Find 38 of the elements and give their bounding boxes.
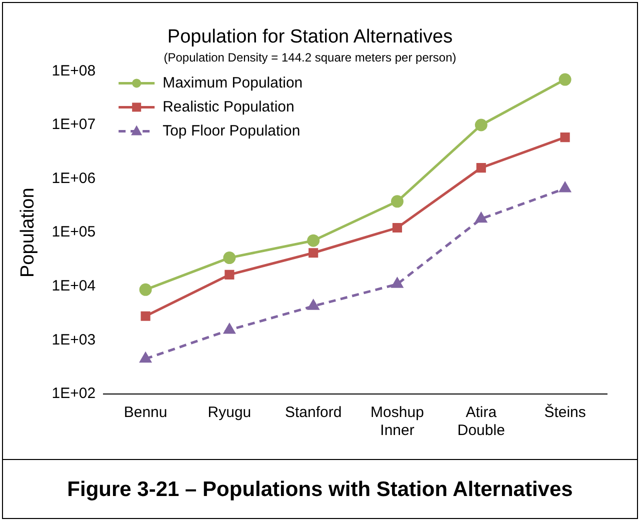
- y-axis-title: Population: [18, 188, 39, 278]
- legend-label: Top Floor Population: [162, 122, 300, 140]
- x-tick-label: Bennu: [124, 404, 168, 422]
- point: [223, 252, 236, 264]
- point: [308, 300, 319, 310]
- point: [560, 132, 570, 142]
- point: [308, 248, 318, 258]
- legend-label: Maximum Population: [162, 74, 303, 92]
- point: [140, 352, 152, 363]
- y-tick-label: 1E+04: [52, 278, 96, 295]
- legend-label: Realistic Population: [162, 98, 294, 116]
- y-tick-label: 1E+03: [52, 331, 96, 348]
- y-tick-label: 1E+05: [52, 224, 96, 241]
- point: [559, 182, 571, 192]
- caption: Figure 3-21 – Populations with Station Alternatives: [3, 459, 637, 519]
- point: [139, 283, 152, 296]
- y-tick-label: 1E+07: [52, 116, 96, 134]
- point: [307, 234, 320, 247]
- x-tick-label: Moshup Inner: [370, 404, 424, 440]
- point: [224, 324, 236, 334]
- point: [476, 163, 486, 173]
- x-tick-label: Atira Double: [457, 404, 505, 440]
- point: [392, 222, 402, 233]
- point: [224, 270, 234, 280]
- x-tick-label: Šteins: [544, 403, 586, 422]
- point: [390, 195, 404, 208]
- x-tick-label: Stanford: [284, 404, 342, 422]
- chart-subtitle: (Population Density = 144.2 square meters per person): [164, 50, 456, 64]
- y-tick-label: 1E+06: [52, 170, 96, 187]
- y-tick-label: 1E+08: [52, 62, 96, 80]
- point: [392, 278, 403, 288]
- point: [558, 73, 572, 86]
- x-tick-label: Ryugu: [208, 404, 252, 422]
- point: [474, 118, 488, 132]
- point: [140, 311, 150, 321]
- y-tick-label: 1E+02: [52, 385, 96, 402]
- point: [476, 212, 487, 223]
- chart-title: Population for Station Alternatives: [167, 26, 453, 48]
